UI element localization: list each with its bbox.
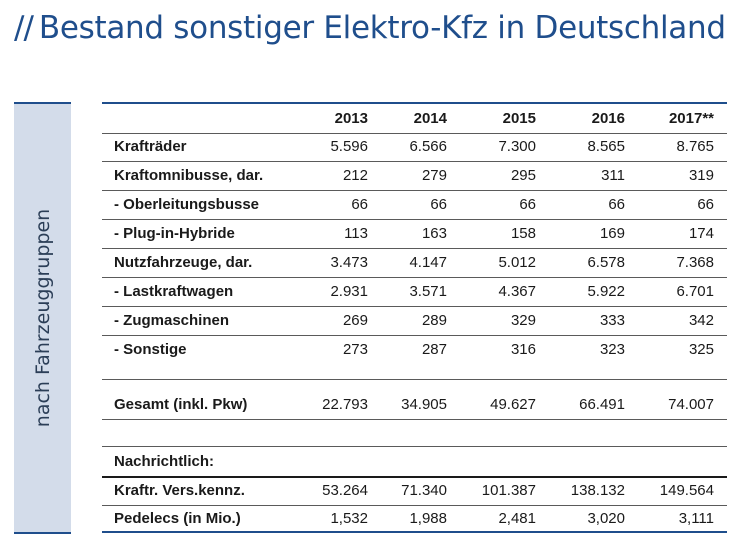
cell-value: 8.565 [587, 138, 625, 155]
year-header: 2013 [334, 110, 368, 127]
cell-value: 6.701 [676, 283, 714, 300]
cell-value: 8.765 [676, 138, 714, 155]
cell-value: 149.564 [659, 482, 714, 499]
cell-value: 3.473 [330, 254, 368, 271]
table-row: Pedelecs (in Mio.) 1,532 1,988 2,481 3,0… [102, 504, 727, 533]
cell-value: 3.571 [409, 283, 447, 300]
cell-value: 66.491 [579, 396, 625, 413]
table-row: Kraftr. Vers.kennz. 53.264 71.340 101.38… [102, 476, 727, 506]
row-label: Pedelecs (in Mio.) [114, 510, 241, 527]
cell-value: 287 [421, 341, 447, 358]
table-row: Kraftomnibusse, dar. 212 279 295 311 319 [102, 161, 727, 191]
title-text: Bestand sonstiger Elektro-Kfz in Deutsch… [38, 10, 726, 46]
cell-value: 2,481 [498, 510, 536, 527]
table-top-rule [102, 102, 727, 104]
cell-value: 74.007 [668, 396, 714, 413]
row-label: - Lastkraftwagen [114, 283, 234, 300]
cell-value: 163 [421, 225, 447, 242]
cell-value: 101.387 [481, 482, 536, 499]
year-header: 2015 [502, 110, 536, 127]
cell-value: 342 [688, 312, 714, 329]
cell-value: 66 [697, 196, 714, 213]
cell-value: 4.367 [498, 283, 536, 300]
cell-value: 289 [421, 312, 447, 329]
sidebar-category-panel: nach Fahrzeuggruppen [14, 102, 71, 534]
cell-value: 4.147 [409, 254, 447, 271]
note-heading-row: Nachrichtlich: [102, 447, 727, 478]
cell-value: 6.566 [409, 138, 447, 155]
cell-value: 71.340 [401, 482, 447, 499]
table-row: - Plug-in-Hybride 113 163 158 169 174 [102, 219, 727, 249]
row-label: Nutzfahrzeuge, dar. [114, 254, 253, 271]
cell-value: 212 [342, 167, 368, 184]
cell-value: 49.627 [490, 396, 536, 413]
row-label: - Oberleitungsbusse [114, 196, 260, 213]
cell-value: 323 [599, 341, 625, 358]
table-row: - Zugmaschinen 269 289 329 333 342 [102, 306, 727, 336]
cell-value: 66 [430, 196, 447, 213]
note-heading: Nachrichtlich: [114, 453, 215, 470]
cell-value: 66 [519, 196, 536, 213]
cell-value: 1,532 [330, 510, 368, 527]
cell-value: 273 [342, 341, 368, 358]
cell-value: 169 [599, 225, 625, 242]
spacer-row [102, 420, 727, 447]
table-row: - Sonstige 273 287 316 323 325 [102, 335, 727, 364]
table-row: - Lastkraftwagen 2.931 3.571 4.367 5.922… [102, 277, 727, 307]
year-header: 2014 [413, 110, 447, 127]
year-header: 2017** [668, 110, 714, 127]
row-label: - Sonstige [114, 341, 187, 358]
cell-value: 5.012 [498, 254, 536, 271]
cell-value: 6.578 [587, 254, 625, 271]
table-row: Nutzfahrzeuge, dar. 3.473 4.147 5.012 6.… [102, 248, 727, 278]
table-bottom-rule [102, 531, 727, 533]
cell-value: 7.300 [498, 138, 536, 155]
cell-value: 34.905 [401, 396, 447, 413]
cell-value: 3,111 [678, 510, 714, 527]
cell-value: 2.931 [330, 283, 368, 300]
cell-value: 138.132 [570, 482, 625, 499]
cell-value: 316 [510, 341, 536, 358]
table-row: - Oberleitungsbusse 66 66 66 66 66 [102, 190, 727, 220]
title-prefix: // [14, 10, 34, 46]
row-label: Gesamt (inkl. Pkw) [114, 396, 248, 413]
cell-value: 66 [351, 196, 368, 213]
row-label: Krafträder [114, 138, 187, 155]
cell-value: 1,988 [409, 510, 447, 527]
cell-value: 5.596 [330, 138, 368, 155]
page-title: //Bestand sonstiger Elektro-Kfz in Deuts… [14, 10, 726, 46]
cell-value: 113 [344, 225, 368, 242]
cell-value: 158 [510, 225, 536, 242]
row-label: - Zugmaschinen [114, 312, 230, 329]
cell-value: 269 [342, 312, 368, 329]
cell-value: 325 [688, 341, 714, 358]
table-header-row: 2013 2014 2015 2016 2017** [102, 104, 727, 134]
year-header: 2016 [591, 110, 625, 127]
cell-value: 311 [601, 167, 625, 184]
total-row: Gesamt (inkl. Pkw) 22.793 34.905 49.627 … [102, 390, 727, 420]
row-label: Kraftomnibusse, dar. [114, 167, 264, 184]
cell-value: 174 [688, 225, 714, 242]
sidebar-label: nach Fahrzeuggruppen [31, 208, 54, 428]
cell-value: 53.264 [322, 482, 368, 499]
table-row: Krafträder 5.596 6.566 7.300 8.565 8.765 [102, 132, 727, 162]
row-label: - Plug-in-Hybride [114, 225, 235, 242]
cell-value: 22.793 [322, 396, 368, 413]
cell-value: 333 [599, 312, 625, 329]
cell-value: 5.922 [587, 283, 625, 300]
cell-value: 279 [421, 167, 447, 184]
cell-value: 66 [608, 196, 625, 213]
cell-value: 319 [688, 167, 714, 184]
row-label: Kraftr. Vers.kennz. [114, 482, 245, 499]
cell-value: 3,020 [587, 510, 625, 527]
spacer-row [102, 359, 727, 380]
cell-value: 295 [510, 167, 536, 184]
cell-value: 329 [510, 312, 536, 329]
cell-value: 7.368 [676, 254, 714, 271]
